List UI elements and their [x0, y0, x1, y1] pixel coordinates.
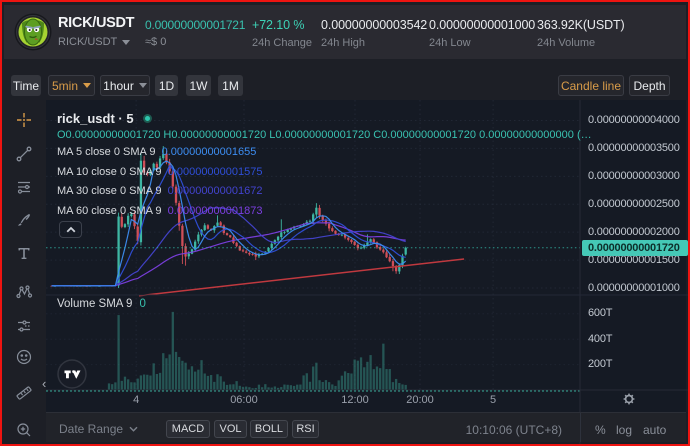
indicator-button-macd[interactable]: MACD	[166, 420, 210, 438]
tool-emoji-icon[interactable]	[15, 348, 33, 366]
ma-legend-row: MA 30 close 0 SMA 9 0.00000000001672	[57, 185, 263, 197]
candle-line-label: Candle line	[560, 78, 622, 93]
volume-legend-label: Volume SMA 9	[57, 298, 133, 310]
indicator-button-boll[interactable]: BOLL	[250, 420, 288, 438]
ma-value: 0.00000000001655	[161, 146, 257, 158]
ma-legend-row: MA 10 close 0 SMA 9 0.00000000001575	[57, 166, 263, 178]
stat-value: 0.00000000003542	[321, 18, 428, 32]
timezone-settings-gear-icon[interactable]	[622, 392, 636, 406]
price-tick-label: 0.00000000001500	[588, 253, 680, 266]
price-tick-label: 0.00000000002000	[588, 225, 680, 238]
ma-value: 0.00000000001575	[167, 166, 263, 178]
period-button-1m[interactable]: 1M	[218, 75, 243, 96]
volume-legend: Volume SMA 9 0	[57, 298, 146, 310]
depth-toggle[interactable]: Depth	[629, 75, 670, 96]
stat-value: 0.00000000001000	[429, 18, 536, 32]
price-tick-label: 0.00000000003000	[588, 169, 680, 182]
tool-xabcd-pattern-icon[interactable]	[15, 283, 33, 301]
ma-label: MA 10 close 0 SMA 9	[57, 166, 168, 178]
depth-label: Depth	[633, 78, 666, 93]
last-price: 0.00000000001721	[145, 18, 246, 32]
indicator-button-rsi[interactable]: RSI	[292, 420, 319, 438]
hour-dropdown[interactable]: 1hour	[100, 75, 150, 96]
ma-value: 0.00000000001873	[167, 205, 263, 217]
time-button-label: Time	[12, 78, 40, 93]
axis-separator	[580, 413, 581, 442]
stat-label: 24h Low	[429, 36, 471, 49]
time-tick-label: 4	[133, 394, 140, 406]
symbol-title: RICK/USDT	[58, 15, 135, 31]
ma-legend-row: MA 60 close 0 SMA 9 0.00000000001873	[57, 205, 263, 217]
ohlc-readout: O0.00000000001720 H0.00000000001720 L0.0…	[57, 129, 592, 141]
sidebar-collapse-chevron-icon[interactable]: ‹	[42, 376, 47, 391]
tradingview-logo-icon	[57, 359, 87, 389]
ma-label: MA 5 close 0 SMA 9	[57, 146, 162, 158]
scale-option-log[interactable]: log	[616, 423, 633, 437]
tool-text-icon[interactable]	[15, 244, 33, 262]
tool-crosshair-icon[interactable]	[15, 111, 33, 129]
chevron-down-icon	[83, 83, 91, 88]
ma-value: 0.00000000001672	[167, 185, 263, 197]
price-tick-label: 0.00000000001000	[588, 281, 680, 294]
price-tick-label: 0.00000000004000	[588, 114, 680, 126]
volume-tick-label: 400T	[588, 332, 613, 345]
stat-label: 24h Change	[252, 36, 312, 49]
stat-label: 24h Volume	[537, 36, 596, 49]
interval-label: 5min	[51, 78, 78, 93]
time-tick-label: 12:00	[341, 394, 369, 406]
chevron-down-icon	[129, 426, 138, 432]
price-tick-label: 0.00000000002500	[588, 197, 680, 210]
pair-selector[interactable]: RICK/USDT	[58, 36, 131, 48]
date-range-label: Date Range	[59, 422, 124, 436]
time-tick-label: 20:00	[406, 394, 434, 406]
date-range-dropdown[interactable]: Date Range	[59, 422, 138, 436]
tool-horizontal-lines-icon[interactable]	[15, 178, 33, 196]
time-button[interactable]: Time	[11, 75, 41, 96]
stat-label: 24h High	[321, 36, 366, 49]
clock-utc: 10:10:06 (UTC+8)	[465, 423, 562, 437]
volume-current-value: 0	[139, 298, 146, 310]
ma-legend-row: MA 5 close 0 SMA 9 0.00000000001655	[57, 146, 256, 158]
status-dot	[142, 114, 152, 123]
price-tick-label: 0.00000000003500	[588, 141, 680, 154]
tool-zoom-in-icon[interactable]	[15, 421, 33, 439]
tool-trend-line-icon[interactable]	[15, 145, 33, 163]
legend-collapse-button[interactable]	[59, 221, 82, 238]
volume-tick-label: 200T	[588, 358, 613, 371]
scale-option-percent[interactable]: %	[595, 423, 606, 437]
tool-forecast-icon[interactable]	[15, 317, 33, 335]
scale-option-auto[interactable]: auto	[643, 423, 667, 437]
last-price-tag: 0.00000000001720	[582, 239, 688, 256]
chevron-up-icon	[66, 226, 75, 233]
period-button-1w[interactable]: 1W	[186, 75, 211, 96]
ma-label: MA 60 close 0 SMA 9	[57, 205, 168, 217]
time-tick-label: 06:00	[230, 394, 258, 406]
chart-title-text: rick_usdt · 5	[57, 111, 134, 126]
period-button-1d[interactable]: 1D	[155, 75, 178, 96]
stat-value: +72.10 %	[252, 18, 305, 32]
chart-canvas[interactable]	[46, 100, 686, 442]
indicator-bar: Date Range MACD VOL BOLL RSI 10:10:06 (UTC+…	[46, 412, 686, 442]
rick-coin-logo	[14, 13, 52, 51]
volume-tick-label: 600T	[588, 307, 613, 320]
hour-label: 1hour	[103, 78, 134, 93]
market-header: RICK/USDT RICK/USDT 0.00000000001721 ≈$ …	[4, 5, 686, 59]
tool-ruler-icon[interactable]	[15, 384, 33, 402]
time-tick-label: 5	[490, 394, 497, 406]
ma-label: MA 30 close 0 SMA 9	[57, 185, 168, 197]
pair-selector-label: RICK/USDT	[58, 36, 118, 48]
interval-dropdown[interactable]: 5min	[48, 75, 95, 96]
chevron-down-icon	[138, 83, 147, 88]
candle-line-toggle[interactable]: Candle line	[558, 75, 624, 96]
usd-equivalent: ≈$ 0	[145, 36, 167, 48]
stat-value: 363.92K(USDT)	[537, 18, 625, 32]
tool-brush-icon[interactable]	[15, 211, 33, 229]
chart-title: rick_usdt · 5	[57, 111, 152, 126]
chevron-down-icon	[122, 39, 131, 45]
indicator-button-vol[interactable]: VOL	[214, 420, 247, 438]
last-price-tag-text: 0.00000000001720	[588, 241, 680, 254]
